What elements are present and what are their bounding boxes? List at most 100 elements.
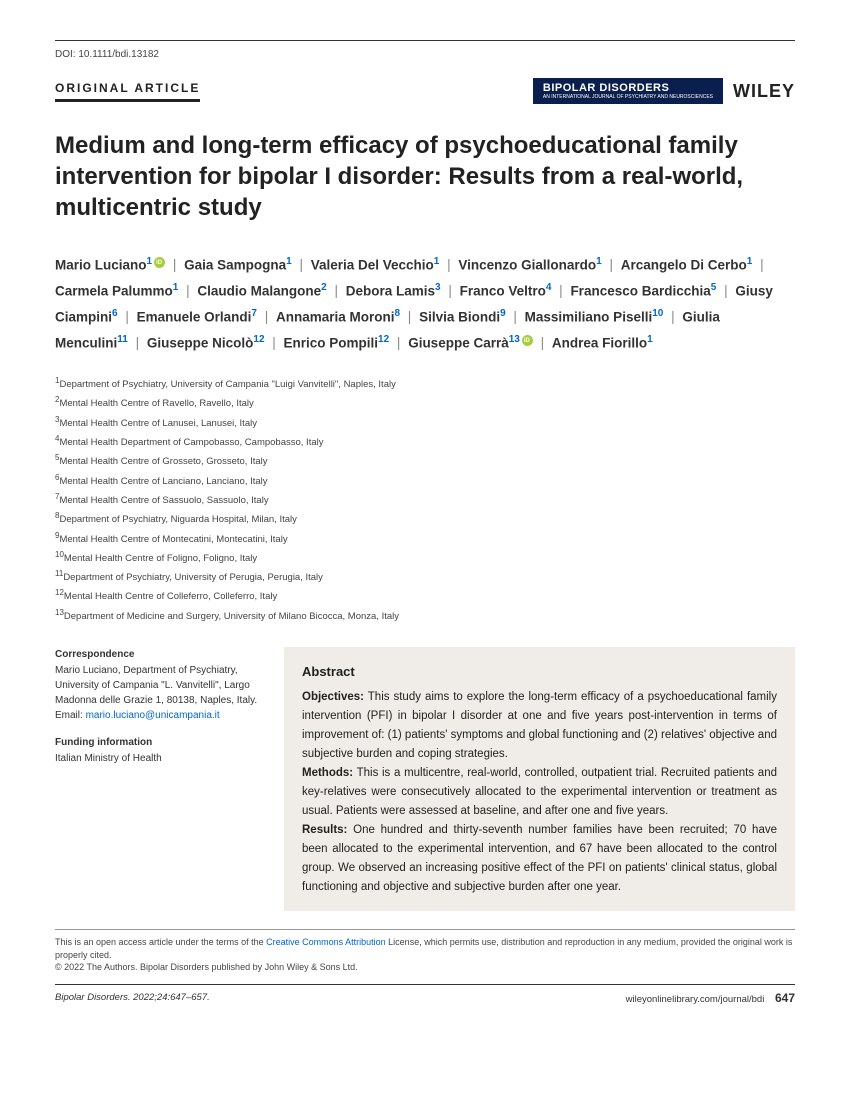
author: Vincenzo Giallonardo	[458, 257, 596, 272]
author-separator: |	[169, 257, 180, 272]
author: Franco Veltro	[460, 283, 546, 298]
affiliation: 4Mental Health Department of Campobasso,…	[55, 432, 795, 451]
author: Emanuele Orlandi	[137, 309, 252, 324]
author-affiliation-ref[interactable]: 1	[434, 256, 440, 267]
affiliation: 3Mental Health Centre of Lanusei, Lanuse…	[55, 413, 795, 432]
author-separator: |	[331, 283, 342, 298]
abstract-section: Results: One hundred and thirty-seventh …	[302, 821, 777, 897]
affiliation: 11Department of Psychiatry, University o…	[55, 567, 795, 586]
abstract-head: Abstract	[302, 661, 777, 682]
author-affiliation-ref[interactable]: 1	[286, 256, 292, 267]
orcid-icon[interactable]	[154, 257, 165, 268]
author-separator: |	[720, 283, 731, 298]
author-separator: |	[404, 309, 415, 324]
author: Silvia Biondi	[419, 309, 500, 324]
author-separator: |	[555, 283, 566, 298]
author: Valeria Del Vecchio	[311, 257, 434, 272]
author-affiliation-ref[interactable]: 6	[112, 308, 118, 319]
author-separator: |	[393, 335, 404, 350]
correspondence-block: Correspondence Mario Luciano, Department…	[55, 647, 260, 723]
email-label: Email:	[55, 710, 86, 721]
footer-citation: Bipolar Disorders. 2022;24:647–657.	[55, 992, 210, 1003]
author-separator: |	[606, 257, 617, 272]
top-rule	[55, 40, 795, 41]
author-affiliation-ref[interactable]: 7	[251, 308, 257, 319]
author-separator: |	[510, 309, 521, 324]
affiliation: 7Mental Health Centre of Sassuolo, Sassu…	[55, 490, 795, 509]
author-affiliation-ref[interactable]: 1	[147, 256, 153, 267]
author-separator: |	[445, 283, 456, 298]
author: Giuseppe Carrà	[408, 335, 509, 350]
author-affiliation-ref[interactable]: 1	[173, 282, 179, 293]
author-affiliation-ref[interactable]: 4	[546, 282, 552, 293]
doi: DOI: 10.1111/bdi.13182	[55, 49, 795, 60]
affiliation: 5Mental Health Centre of Grosseto, Gross…	[55, 451, 795, 470]
author-separator: |	[182, 283, 193, 298]
author: Giuseppe Nicolò	[147, 335, 254, 350]
author-affiliation-ref[interactable]: 2	[321, 282, 327, 293]
author-affiliation-ref[interactable]: 9	[500, 308, 506, 319]
author-affiliation-ref[interactable]: 1	[647, 334, 653, 345]
footer-rule	[55, 929, 795, 930]
author: Carmela Palummo	[55, 283, 173, 298]
correspondence-body: Mario Luciano, Department of Psychiatry,…	[55, 663, 260, 708]
author: Gaia Sampogna	[184, 257, 286, 272]
author-separator: |	[132, 335, 143, 350]
affiliation: 12Mental Health Centre of Colleferro, Co…	[55, 586, 795, 605]
author: Arcangelo Di Cerbo	[621, 257, 747, 272]
left-column: Correspondence Mario Luciano, Department…	[55, 647, 260, 911]
affiliation: 13Department of Medicine and Surgery, Un…	[55, 606, 795, 625]
correspondence-email[interactable]: mario.luciano@unicampania.it	[86, 710, 220, 721]
author-affiliation-ref[interactable]: 5	[711, 282, 717, 293]
author: Debora Lamis	[346, 283, 435, 298]
affiliation: 10Mental Health Centre of Foligno, Folig…	[55, 548, 795, 567]
author-affiliation-ref[interactable]: 1	[747, 256, 753, 267]
abstract-section: Methods: This is a multicentre, real-wor…	[302, 764, 777, 821]
publisher-logo: WILEY	[733, 81, 795, 102]
license-link[interactable]: Creative Commons Attribution	[266, 937, 386, 947]
author: Claudio Malangone	[197, 283, 321, 298]
author-separator: |	[122, 309, 133, 324]
abstract-label: Results:	[302, 824, 347, 836]
author-affiliation-ref[interactable]: 12	[378, 334, 389, 345]
author: Andrea Fiorillo	[552, 335, 647, 350]
footer-url[interactable]: wileyonlinelibrary.com/journal/bdi	[626, 994, 765, 1005]
orcid-icon[interactable]	[522, 335, 533, 346]
author-affiliation-ref[interactable]: 13	[509, 334, 520, 345]
correspondence-head: Correspondence	[55, 647, 260, 662]
affiliations-list: 1Department of Psychiatry, University of…	[55, 374, 795, 625]
abstract-label: Methods:	[302, 767, 353, 779]
author: Francesco Bardicchia	[570, 283, 710, 298]
author-affiliation-ref[interactable]: 1	[596, 256, 602, 267]
license-text-a: This is an open access article under the…	[55, 937, 266, 947]
affiliation: 6Mental Health Centre of Lanciano, Lanci…	[55, 471, 795, 490]
journal-badges: BIPOLAR DISORDERS AN INTERNATIONAL JOURN…	[533, 78, 795, 104]
abstract-label: Objectives:	[302, 691, 364, 703]
affiliation: 8Department of Psychiatry, Niguarda Hosp…	[55, 509, 795, 528]
bottom-bar: Bipolar Disorders. 2022;24:647–657. wile…	[55, 984, 795, 1005]
funding-body: Italian Ministry of Health	[55, 751, 260, 766]
author: Massimiliano Piselli	[525, 309, 653, 324]
article-type: ORIGINAL ARTICLE	[55, 81, 200, 102]
author-affiliation-ref[interactable]: 8	[394, 308, 400, 319]
affiliation: 1Department of Psychiatry, University of…	[55, 374, 795, 393]
author-affiliation-ref[interactable]: 12	[253, 334, 264, 345]
author-separator: |	[261, 309, 272, 324]
affiliation: 2Mental Health Centre of Ravello, Ravell…	[55, 393, 795, 412]
author-separator: |	[537, 335, 548, 350]
author-affiliation-ref[interactable]: 10	[652, 308, 663, 319]
funding-head: Funding information	[55, 735, 260, 750]
author-separator: |	[269, 335, 280, 350]
author: Annamaria Moroni	[276, 309, 395, 324]
author-affiliation-ref[interactable]: 11	[117, 334, 128, 345]
license-block: This is an open access article under the…	[55, 936, 795, 974]
page-number: 647	[775, 991, 795, 1005]
author-separator: |	[296, 257, 307, 272]
author-affiliation-ref[interactable]: 3	[435, 282, 441, 293]
abstract-body: Objectives: This study aims to explore t…	[302, 688, 777, 897]
author-separator: |	[756, 257, 763, 272]
header-row: ORIGINAL ARTICLE BIPOLAR DISORDERS AN IN…	[55, 78, 795, 104]
affiliation: 9Mental Health Centre of Montecatini, Mo…	[55, 529, 795, 548]
copyright-line: © 2022 The Authors. Bipolar Disorders pu…	[55, 962, 358, 972]
author: Enrico Pompili	[284, 335, 379, 350]
